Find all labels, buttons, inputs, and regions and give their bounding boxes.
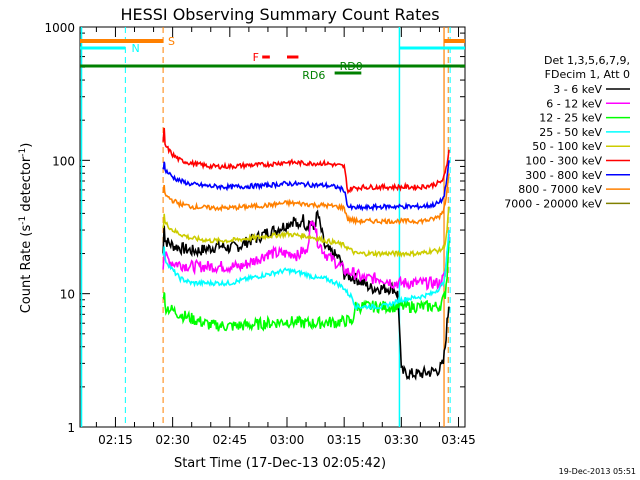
legend-label: 50 - 100 keV (532, 140, 602, 153)
y-axis-label-sup1: -1 (18, 216, 28, 225)
legend-header-1: Det 1,3,5,6,7,9, (544, 54, 630, 67)
plot-frame (79, 26, 466, 428)
legend-label: 3 - 6 keV (553, 83, 602, 96)
series-line-0 (162, 209, 450, 381)
x-tick-label: 03:45 (441, 433, 476, 447)
x-tick-label: 03:30 (384, 433, 419, 447)
x-tick-label: 02:30 (155, 433, 190, 447)
x-tick-label: 02:45 (213, 433, 248, 447)
series-line-6 (162, 160, 450, 212)
legend-label: 300 - 800 keV (525, 169, 602, 182)
y-tick-label: 10 (60, 288, 75, 302)
y-axis-label: Count Rate (s-1 detector-1) (18, 143, 34, 314)
series-line-7 (162, 173, 450, 226)
series-line-1 (162, 219, 450, 291)
chart-title: HESSI Observing Summary Count Rates (120, 5, 439, 24)
series-line-2 (162, 240, 450, 332)
legend-label: 12 - 25 keV (539, 112, 602, 125)
y-tick-label: 100 (52, 154, 75, 168)
flag-label-rd6: RD6 (302, 69, 325, 82)
x-tick-label: 03:15 (327, 433, 362, 447)
y-tick-label: 1 (67, 421, 75, 435)
legend: Det 1,3,5,6,7,9, FDecim 1, Att 0 3 - 6 k… (504, 54, 630, 210)
y-axis-label-mid: detector (19, 156, 34, 216)
series-line-3 (162, 230, 450, 311)
series-line-4 (162, 206, 450, 258)
plot-area: 1 10 100 1000 02:15 02:30 02:45 03:00 03:15 03:30… (44, 21, 475, 447)
legend-label: 800 - 7000 keV (518, 183, 602, 196)
series-line-5 (162, 127, 450, 195)
y-tick-label: 1000 (44, 21, 75, 35)
flag-label-f: F (253, 51, 259, 64)
legend-label: 100 - 300 keV (525, 155, 602, 168)
x-tick-label: 02:15 (98, 433, 133, 447)
y-axis-label-end: ) (19, 143, 34, 148)
y-axis-label-sup2: -1 (18, 148, 28, 157)
legend-header-2: FDecim 1, Att 0 (545, 68, 630, 81)
x-axis-label: Start Time (17-Dec-13 02:05:42) (174, 456, 386, 471)
legend-label: 6 - 12 keV (546, 97, 602, 110)
flag-label-rd0: RD0 (340, 60, 363, 73)
flag-label-s: S (168, 35, 175, 48)
x-tick-label: 03:00 (270, 433, 305, 447)
flag-label-n: N (131, 42, 139, 55)
y-axis-label-main: Count Rate (s (19, 225, 34, 314)
footer-date: 19-Dec-2013 05:51 (559, 467, 636, 476)
legend-label: 25 - 50 keV (539, 126, 602, 139)
legend-label: 7000 - 20000 keV (504, 197, 602, 210)
